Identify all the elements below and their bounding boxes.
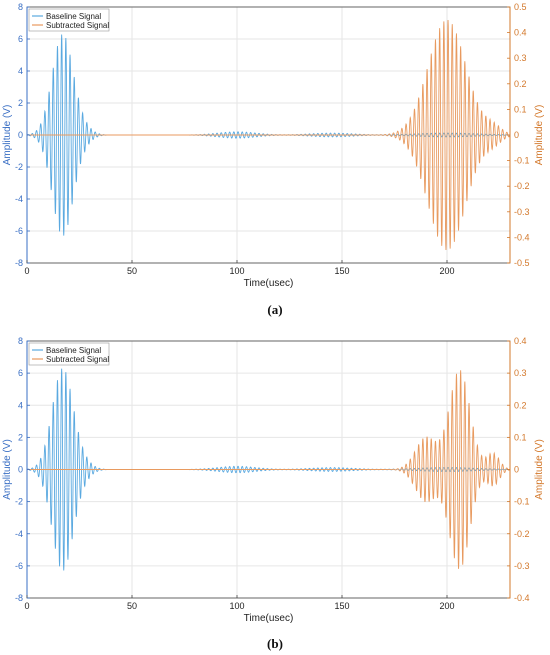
x-tick-label: 100 [229,601,244,611]
y-left-tick-label: -8 [15,593,23,603]
y-left-tick-label: 8 [18,336,23,346]
x-tick-label: 150 [334,266,349,276]
y-right-tick-label: 0.1 [514,104,527,114]
y-left-tick-label: 6 [18,368,23,378]
y-left-tick-label: -2 [15,497,23,507]
x-tick-label: 0 [24,266,29,276]
y-left-axis-label: Amplitude (V) [2,439,13,500]
y-left-tick-label: -4 [15,529,23,539]
y-left-tick-label: -4 [15,194,23,204]
y-left-tick-label: 4 [18,400,23,410]
y-left-tick-label: 8 [18,2,23,12]
legend-entry: Baseline Signal [46,12,101,21]
y-left-axis-label: Amplitude (V) [2,105,13,166]
y-right-tick-label: -0.3 [514,207,530,217]
x-tick-label: 200 [439,601,454,611]
series-line-subtracted [27,370,511,569]
y-left-tick-label: 2 [18,98,23,108]
y-left-tick-label: -2 [15,162,23,172]
legend-entry: Baseline Signal [46,346,101,355]
x-axis-label: Time(usec) [244,278,294,289]
y-right-tick-label: 0.4 [514,336,527,346]
legend-entry: Subtracted Signal [46,21,109,30]
legend-box [28,342,110,366]
y-right-tick-label: 0.3 [514,53,527,63]
y-left-tick-label: 4 [18,66,23,76]
x-tick-label: 50 [127,601,137,611]
legend-box [28,8,110,32]
y-right-tick-label: 0.5 [514,2,527,12]
y-left-tick-label: 0 [18,130,23,140]
y-right-axis-label: Amplitude (V) [534,105,545,166]
y-left-tick-label: -6 [15,561,23,571]
y-right-tick-label: -0.5 [514,258,530,268]
x-axis-label: Time(usec) [244,613,294,624]
y-right-tick-label: -0.2 [514,181,530,191]
chart-panel-b: 0 50 100 150 200 8 6 4 2 0 -2 -4 -6 -8 0.4 0.3 0.2 0.1 0 -0… [2,336,545,651]
x-tick-label: 200 [439,266,454,276]
y-right-tick-label: -0.4 [514,593,530,603]
x-tick-label: 100 [229,266,244,276]
y-right-tick-label: 0.2 [514,79,527,89]
series-line-subtracted [27,19,511,251]
y-right-axis-label: Amplitude (V) [534,439,545,500]
y-right-tick-label: 0 [514,130,519,140]
y-left-tick-label: 0 [18,465,23,475]
y-left-tick-label: 2 [18,432,23,442]
panel-label: (a) [267,302,282,317]
y-right-tick-label: 0.2 [514,400,527,410]
y-right-tick-label: -0.1 [514,156,530,166]
y-left-tick-label: -8 [15,258,23,268]
y-right-tick-label: 0.1 [514,432,527,442]
x-tick-label: 0 [24,601,29,611]
y-left-tick-label: -6 [15,226,23,236]
legend-entry: Subtracted Signal [46,355,109,364]
y-right-tick-label: -0.3 [514,561,530,571]
x-tick-label: 150 [334,601,349,611]
y-right-tick-label: -0.4 [514,232,530,242]
chart-panel-a: 0 50 100 150 200 8 6 4 2 0 -2 -4 -6 -8 0.5 0.4 0.3 0.2 0.1… [2,2,545,317]
y-right-tick-label: 0 [514,465,519,475]
y-right-tick-label: -0.2 [514,529,530,539]
y-left-tick-label: 6 [18,34,23,44]
y-right-tick-label: 0.3 [514,368,527,378]
x-tick-label: 50 [127,266,137,276]
panel-label: (b) [267,636,283,651]
y-right-tick-label: 0.4 [514,28,527,38]
y-right-tick-label: -0.1 [514,497,530,507]
